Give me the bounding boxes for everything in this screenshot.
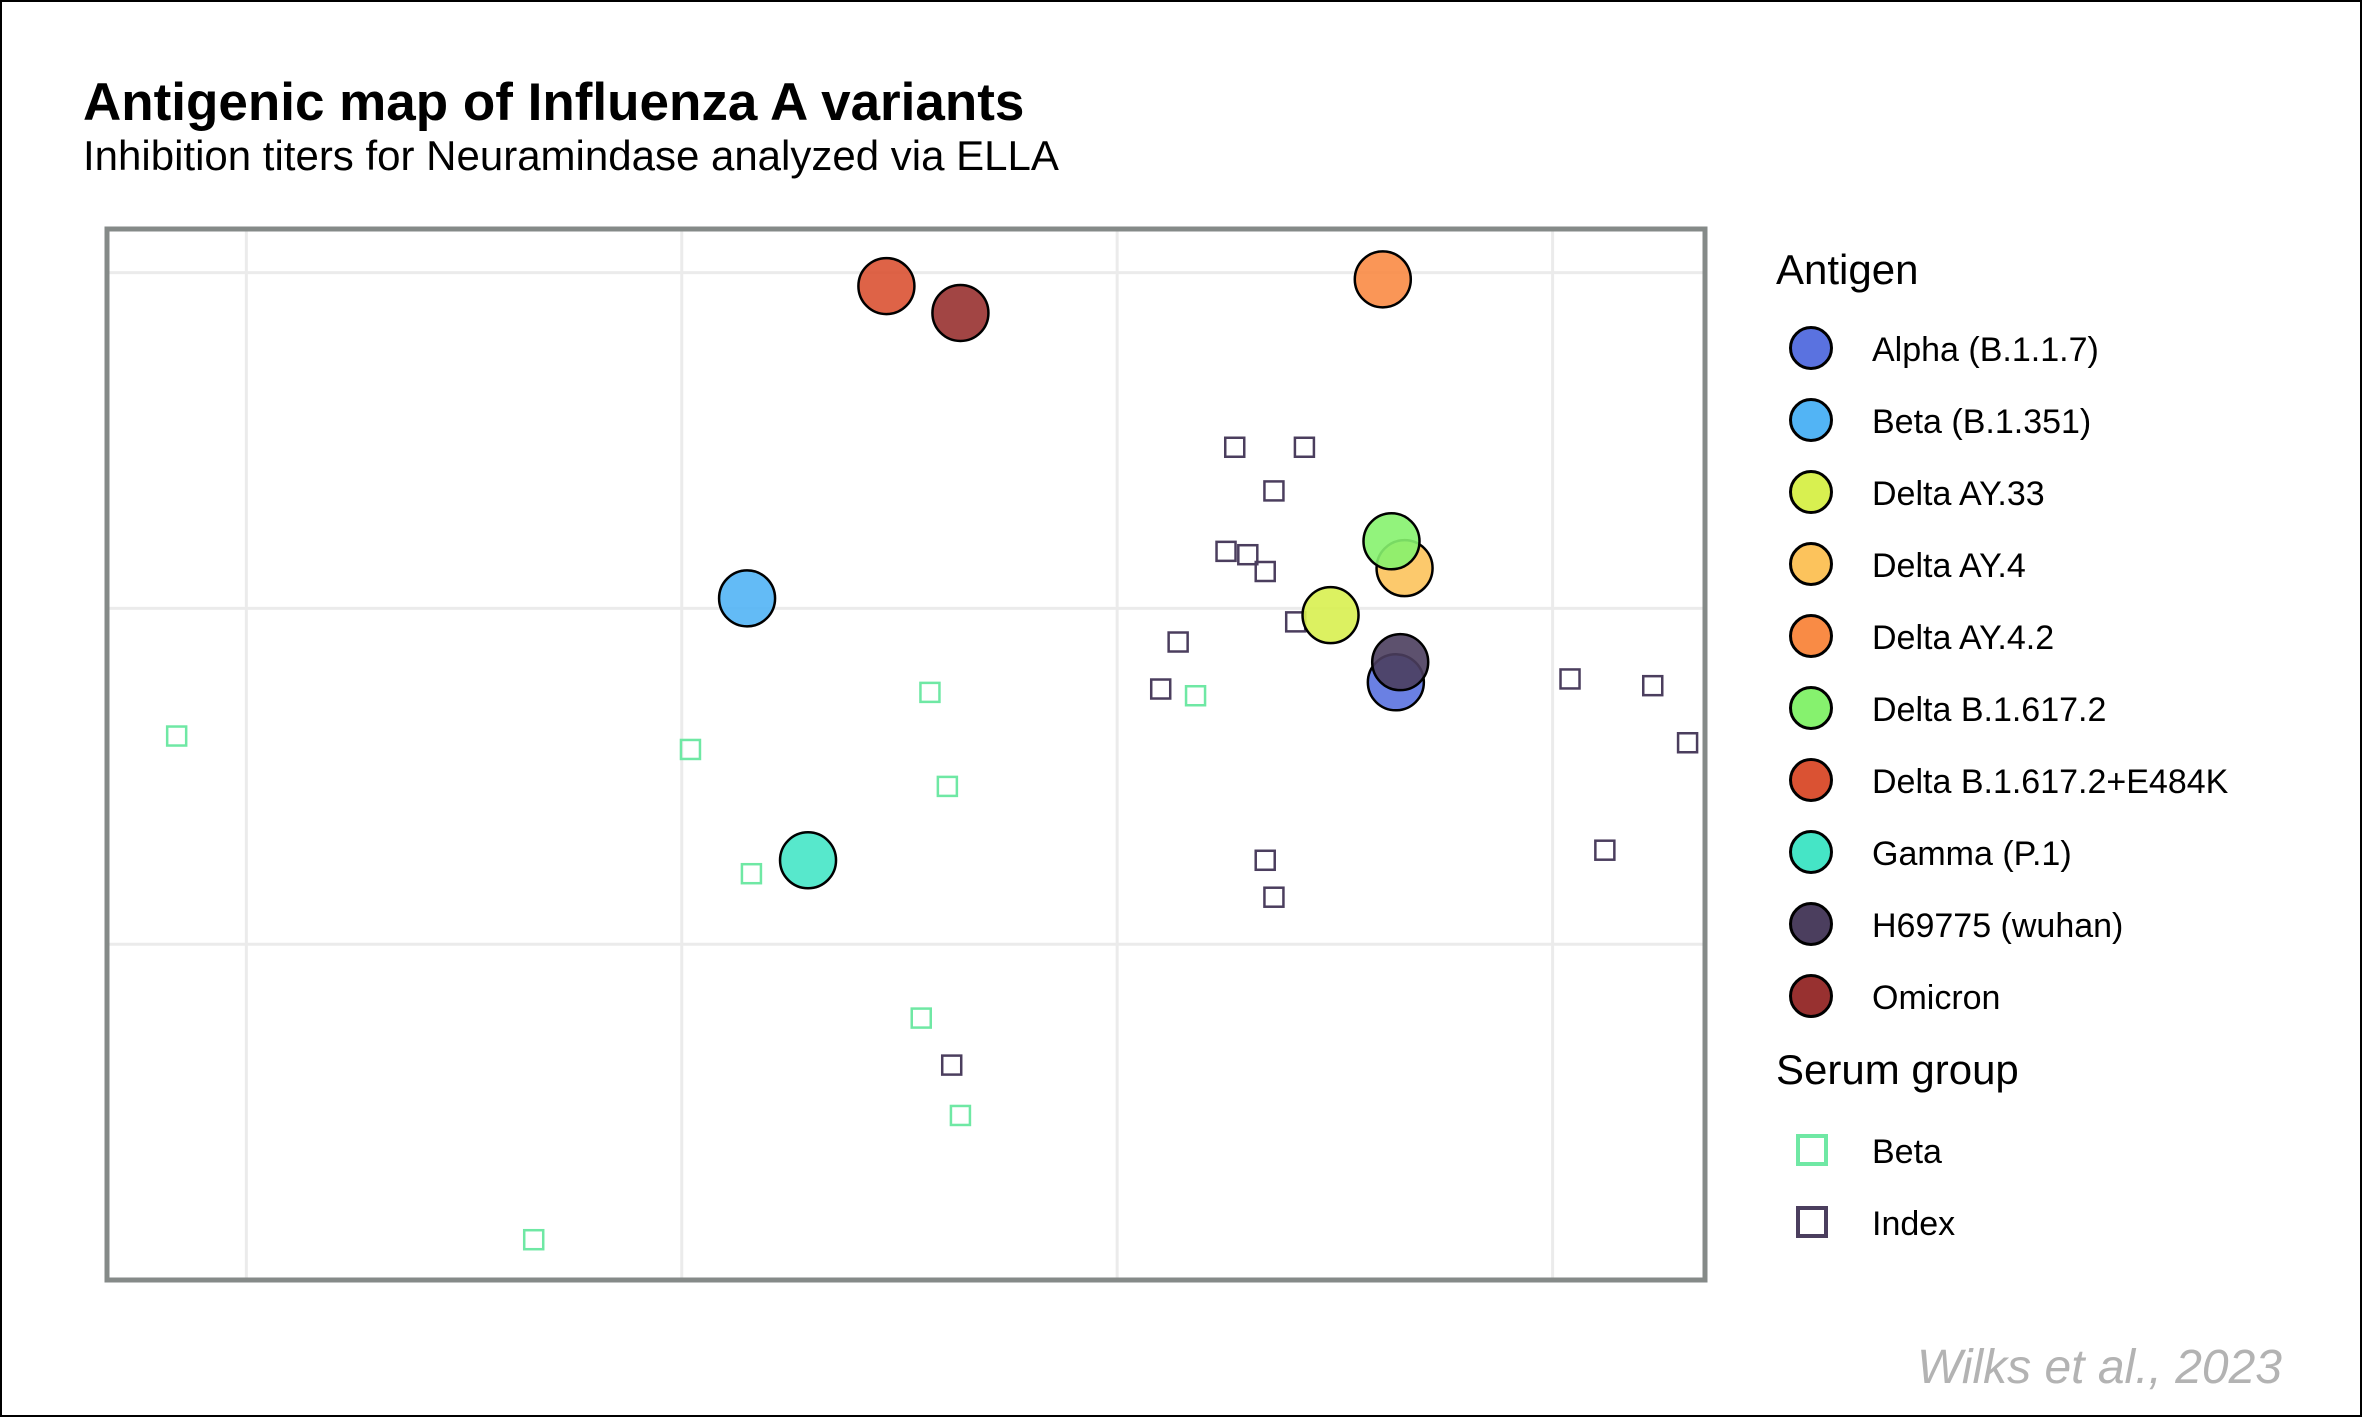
- serum-legend-label: Beta: [1872, 1133, 1942, 1171]
- antigen-legend-key: [1789, 758, 1833, 802]
- antigen-point-7: [778, 831, 838, 890]
- serum-legend-key: [1796, 1206, 1828, 1238]
- antigen-legend-label: Delta B.1.617.2: [1872, 691, 2107, 729]
- antigen-legend-label: H69775 (wuhan): [1872, 907, 2124, 945]
- antigen-point-4: [1353, 250, 1413, 309]
- antigen-point-1: [717, 569, 777, 628]
- serum-point-index-13: [1254, 849, 1276, 872]
- serum-legend-title: Serum group: [1776, 1046, 2019, 1093]
- serum-point-index-5: [1254, 560, 1276, 583]
- antigen-legend-item: Delta B.1.617.2+E484K: [1786, 750, 2326, 810]
- citation-caption: Wilks et al., 2023: [1916, 1341, 2282, 1394]
- antigen-legend-item: Delta AY.4.2: [1786, 606, 2326, 666]
- serum-legend-item: Beta: [1786, 1120, 2326, 1180]
- antigen-legend-item: Delta B.1.617.2: [1786, 678, 2326, 738]
- antigen-points: [717, 250, 1434, 890]
- serum-point-index-11: [1676, 731, 1699, 754]
- serum-point-index-10: [1641, 674, 1664, 697]
- chart-subtitle: Inhibition titers for Neuramindase analy…: [83, 132, 1059, 179]
- serum-legend-key: [1796, 1134, 1828, 1166]
- antigen-legend-label: Delta AY.4: [1872, 547, 2026, 585]
- serum-point-index-1: [1293, 436, 1316, 459]
- antigen-legend-label: Gamma (P.1): [1872, 835, 2072, 873]
- antigen-legend-item: Alpha (B.1.1.7): [1786, 318, 2326, 378]
- serum-point-beta-8: [1184, 684, 1207, 707]
- serum-points: [165, 436, 1699, 1251]
- serum-point-index-9: [1559, 668, 1581, 690]
- serum-point-beta-4: [936, 775, 959, 798]
- antigen-point-9: [931, 283, 990, 343]
- antigen-legend-label: Omicron: [1872, 979, 2001, 1017]
- antigen-legend-label: Delta AY.33: [1872, 475, 2045, 513]
- serum-point-index-2: [1263, 480, 1285, 502]
- antigen-legend-key: [1789, 902, 1833, 946]
- plot-panel-background: [107, 229, 1705, 1280]
- serum-point-beta-2: [740, 862, 763, 885]
- antigen-point-6: [857, 256, 916, 316]
- antigen-legend-label: Beta (B.1.351): [1872, 403, 2092, 441]
- serum-legend-item: Index: [1786, 1192, 2326, 1252]
- plot-panel-border: [104, 226, 1708, 1283]
- serum-point-index-8: [1149, 678, 1172, 700]
- antigen-legend-key: [1789, 326, 1833, 370]
- antigen-legend-label: Delta AY.4.2: [1872, 619, 2055, 657]
- antigen-point-2: [1301, 585, 1360, 645]
- antigen-legend-item: Delta AY.4: [1786, 534, 2326, 594]
- antigen-legend-key: [1789, 470, 1833, 514]
- serum-point-index-12: [1594, 839, 1616, 861]
- antigen-legend-item: Delta AY.33: [1786, 462, 2326, 522]
- serum-point-index-3: [1215, 540, 1237, 563]
- antigen-legend-label: Alpha (B.1.1.7): [1872, 331, 2099, 369]
- antigen-legend-key: [1789, 542, 1833, 586]
- antigen-legend-label: Delta B.1.617.2+E484K: [1872, 763, 2229, 801]
- antigen-legend-item: Omicron: [1786, 966, 2326, 1026]
- antigen-legend-key: [1789, 830, 1833, 874]
- chart-title: Antigenic map of Influenza A variants: [83, 73, 1025, 132]
- serum-point-beta-7: [522, 1228, 545, 1251]
- antigen-legend-key: [1789, 614, 1833, 658]
- antigen-point-5: [1362, 512, 1421, 571]
- antigen-legend-title: Antigen: [1776, 246, 1919, 293]
- antigen-legend-item: Beta (B.1.351): [1786, 390, 2326, 450]
- serum-point-beta-6: [949, 1104, 972, 1127]
- antigen-point-8: [1370, 632, 1430, 692]
- antigen-legend-item: H69775 (wuhan): [1786, 894, 2326, 954]
- serum-point-index-15: [940, 1054, 963, 1076]
- serum-legend-label: Index: [1872, 1205, 1956, 1243]
- serum-point-beta-1: [679, 738, 702, 761]
- antigen-legend-item: Gamma (P.1): [1786, 822, 2326, 882]
- serum-point-index-7: [1167, 631, 1189, 653]
- antigen-legend-key: [1789, 974, 1833, 1018]
- serum-point-index-0: [1223, 436, 1246, 459]
- antigen-legend-key: [1789, 398, 1833, 442]
- serum-point-beta-3: [910, 1007, 932, 1029]
- serum-point-index-4: [1237, 543, 1259, 566]
- serum-point-beta-5: [919, 681, 941, 704]
- serum-point-index-14: [1263, 886, 1285, 908]
- antigen-legend-key: [1789, 686, 1833, 730]
- serum-point-beta-0: [165, 725, 188, 747]
